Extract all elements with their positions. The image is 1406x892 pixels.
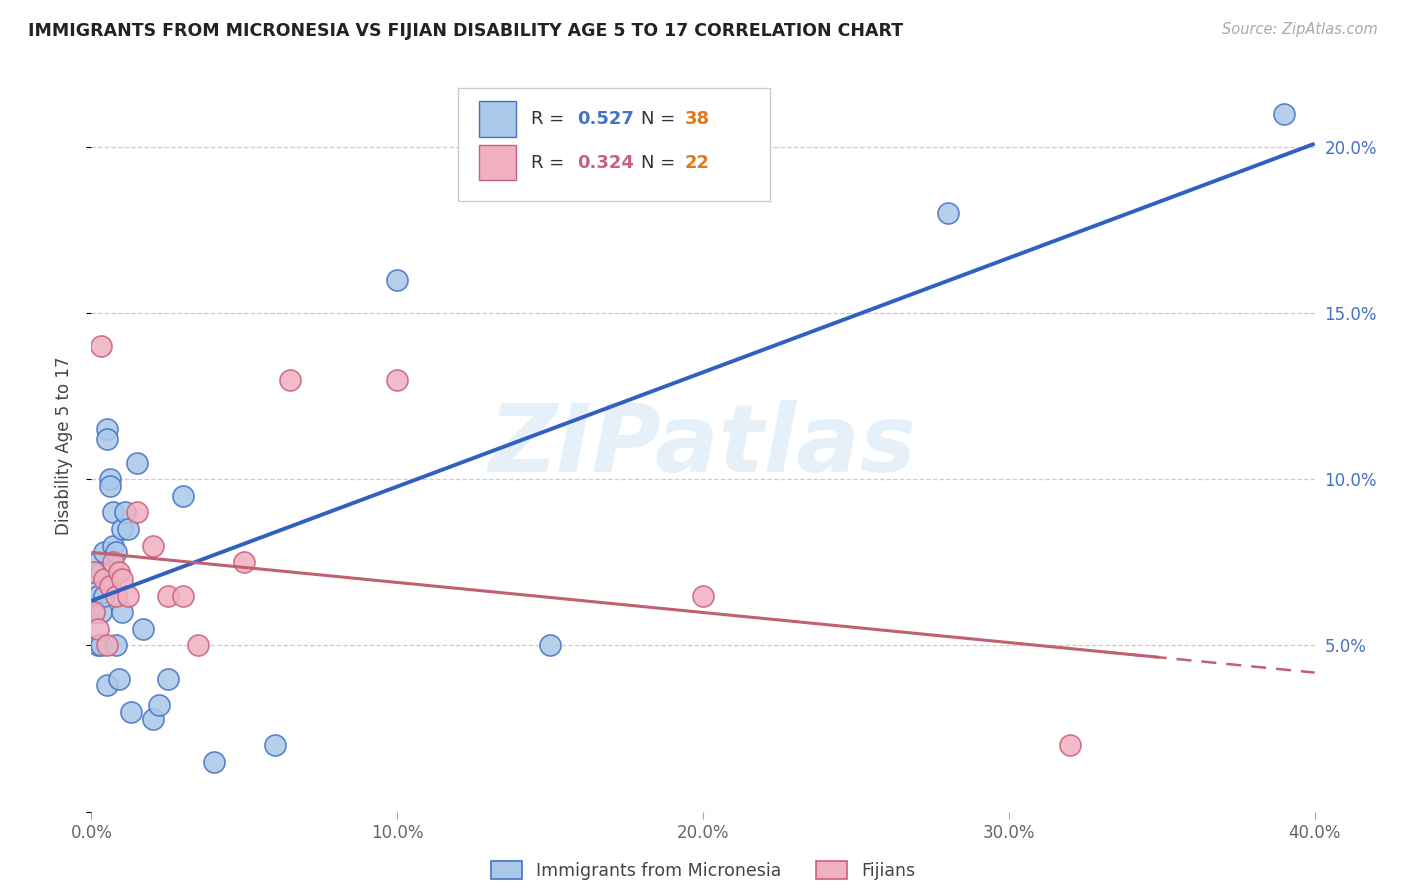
Point [93,572,115,586]
Point [96,678,118,692]
FancyBboxPatch shape [458,87,770,201]
Point [385,273,409,287]
Point [114,506,136,520]
Point [1059,738,1081,752]
Point [108,566,131,580]
Point [86,622,108,636]
Point [156,672,179,686]
Point [264,738,287,752]
Point [141,712,163,726]
Point [98,479,121,493]
Point [104,589,127,603]
Point [83,605,105,619]
Text: N =: N = [641,110,681,128]
Point [86,555,108,569]
Point [692,589,714,603]
Point [101,555,124,569]
Point [117,522,139,536]
Point [83,579,105,593]
Point [278,372,301,386]
Point [187,639,209,653]
Point [86,589,108,603]
Point [90,639,112,653]
Point [132,622,155,636]
Point [202,755,225,769]
Point [120,705,142,719]
Point [111,522,134,536]
Point [233,555,256,569]
Point [101,506,124,520]
Point [108,672,131,686]
Point [111,605,134,619]
Text: 22: 22 [685,154,710,172]
Y-axis label: Disability Age 5 to 17: Disability Age 5 to 17 [55,357,73,535]
Point [148,698,170,713]
Point [96,422,118,436]
Point [156,589,179,603]
Point [93,545,115,559]
Point [172,489,194,503]
Point [538,639,561,653]
Point [83,566,105,580]
Point [111,572,134,586]
FancyBboxPatch shape [479,102,516,136]
Text: R =: R = [530,110,569,128]
Point [104,639,127,653]
Point [117,589,139,603]
Point [127,456,149,470]
Text: 0.324: 0.324 [576,154,634,172]
Point [86,639,108,653]
Text: Source: ZipAtlas.com: Source: ZipAtlas.com [1222,22,1378,37]
Point [101,539,124,553]
Point [90,339,112,353]
Point [83,605,105,619]
Text: 38: 38 [685,110,710,128]
Text: ZIPatlas: ZIPatlas [489,400,917,492]
Point [98,472,121,486]
Point [385,372,409,386]
Point [93,589,115,603]
Point [96,639,118,653]
Legend: Immigrants from Micronesia, Fijians: Immigrants from Micronesia, Fijians [484,855,922,888]
Text: 0.527: 0.527 [576,110,634,128]
Point [127,506,149,520]
Point [90,566,112,580]
Point [96,433,118,447]
Point [936,206,959,220]
Text: IMMIGRANTS FROM MICRONESIA VS FIJIAN DISABILITY AGE 5 TO 17 CORRELATION CHART: IMMIGRANTS FROM MICRONESIA VS FIJIAN DIS… [28,22,903,40]
FancyBboxPatch shape [479,145,516,180]
Point [141,539,163,553]
Point [172,589,194,603]
Point [98,579,121,593]
Point [90,605,112,619]
Point [1272,106,1295,120]
Point [104,545,127,559]
Point [83,566,105,580]
Text: R =: R = [530,154,569,172]
Text: N =: N = [641,154,681,172]
